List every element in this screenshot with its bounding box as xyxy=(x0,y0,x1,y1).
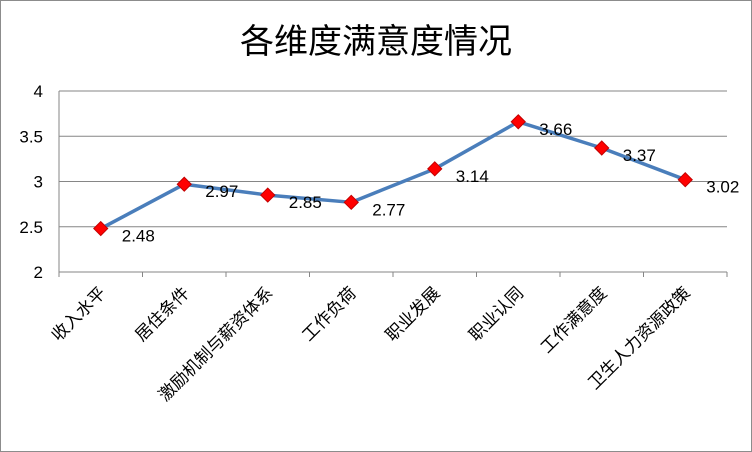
data-point-marker xyxy=(260,187,276,203)
series-line xyxy=(99,120,687,231)
data-label: 2.77 xyxy=(372,200,405,219)
x-category-label: 工作负荷 xyxy=(299,283,361,345)
data-label: 3.37 xyxy=(623,146,656,165)
data-point-marker xyxy=(427,161,443,177)
data-label: 3.14 xyxy=(456,167,489,186)
data-point-marker xyxy=(677,171,693,188)
data-point-marker xyxy=(594,140,610,156)
chart-title: 各维度满意度情况 xyxy=(240,22,512,62)
data-point-marker xyxy=(510,114,526,130)
data-label: 2.85 xyxy=(289,193,322,212)
y-tick-label: 4 xyxy=(34,82,43,101)
data-point-marker xyxy=(93,220,109,237)
x-category-label: 居住条件 xyxy=(132,283,194,345)
data-label: 2.97 xyxy=(205,182,238,201)
x-category-label: 职业发展 xyxy=(382,283,444,345)
data-point-marker xyxy=(176,176,192,192)
data-label: 2.48 xyxy=(122,227,155,246)
data-point-marker xyxy=(343,194,359,211)
data-label: 3.02 xyxy=(706,178,739,197)
x-category-label: 收入水平 xyxy=(48,283,110,345)
data-label: 3.66 xyxy=(539,120,572,139)
x-category-label: 职业认同 xyxy=(466,283,528,345)
y-tick-label: 3.5 xyxy=(19,127,43,146)
y-tick-label: 3 xyxy=(34,173,43,192)
x-category-label: 工作满意度 xyxy=(537,283,611,357)
y-tick-label: 2.5 xyxy=(19,218,43,237)
y-tick-label: 2 xyxy=(34,263,43,282)
